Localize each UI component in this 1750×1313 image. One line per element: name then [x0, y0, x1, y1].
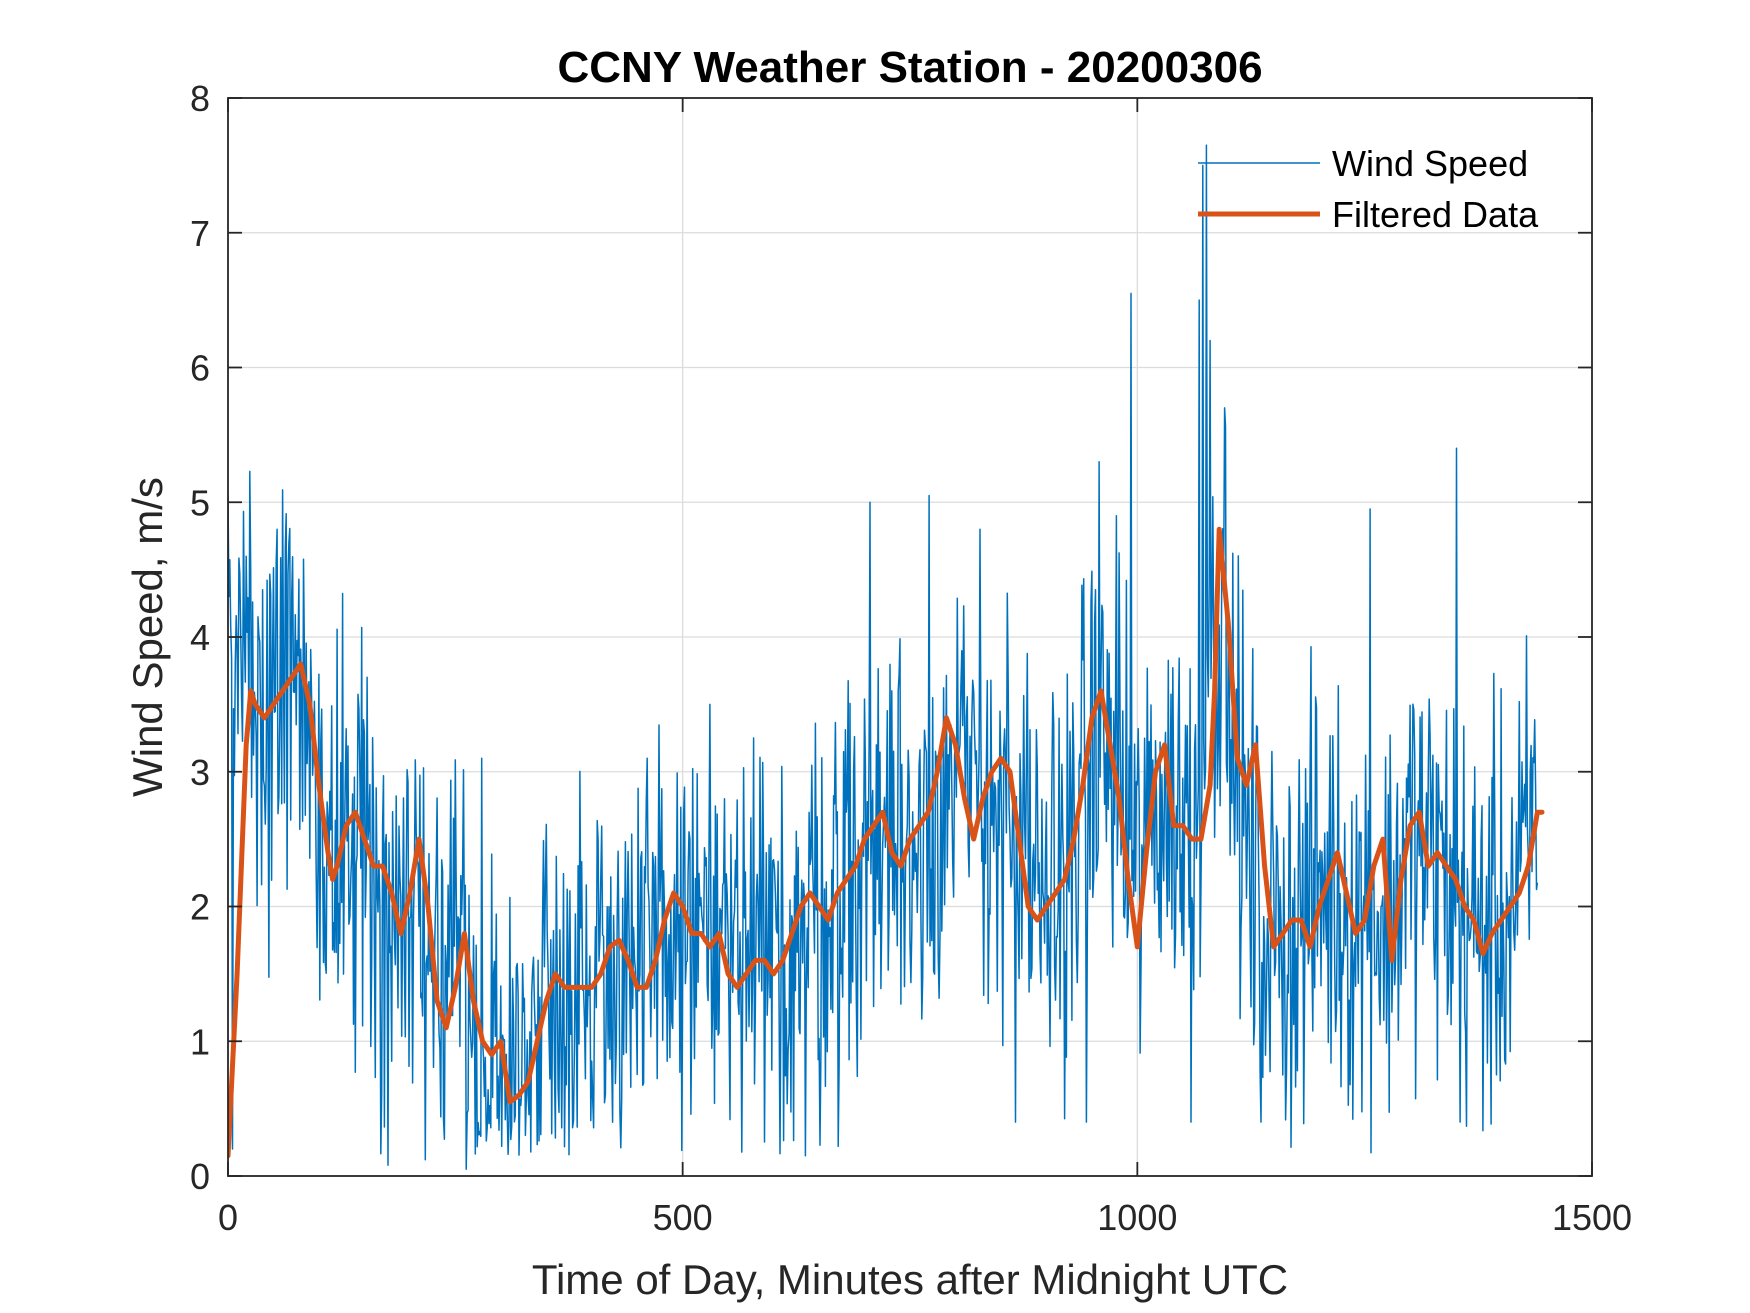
x-tick-label: 0	[218, 1197, 238, 1238]
y-tick-label: 5	[190, 482, 210, 523]
filtered-data-line	[228, 526, 1545, 1159]
chart-title: CCNY Weather Station - 20200306	[557, 43, 1262, 92]
y-tick-label: 2	[190, 887, 210, 928]
y-tick-label: 7	[190, 213, 210, 254]
axis-ticks: 0 500 1000 1500 0 1 2 3 4 5 6 7 8	[190, 78, 1632, 1238]
legend: Wind Speed Filtered Data	[1198, 143, 1539, 235]
x-tick-label: 1500	[1552, 1197, 1632, 1238]
y-axis-label: Wind Speed, m/s	[124, 477, 171, 797]
x-axis-label: Time of Day, Minutes after Midnight UTC	[532, 1256, 1288, 1303]
legend-label-wind-speed: Wind Speed	[1332, 143, 1528, 184]
wind-speed-line	[228, 144, 1539, 1171]
x-tick-label: 1000	[1097, 1197, 1177, 1238]
y-tick-label: 3	[190, 752, 210, 793]
y-tick-label: 1	[190, 1021, 210, 1062]
y-tick-label: 0	[190, 1156, 210, 1197]
y-tick-label: 8	[190, 78, 210, 119]
y-tick-label: 4	[190, 617, 210, 658]
x-tick-label: 500	[653, 1197, 713, 1238]
y-tick-label: 6	[190, 348, 210, 389]
plot-series	[228, 144, 1545, 1171]
legend-label-filtered-data: Filtered Data	[1332, 194, 1539, 235]
